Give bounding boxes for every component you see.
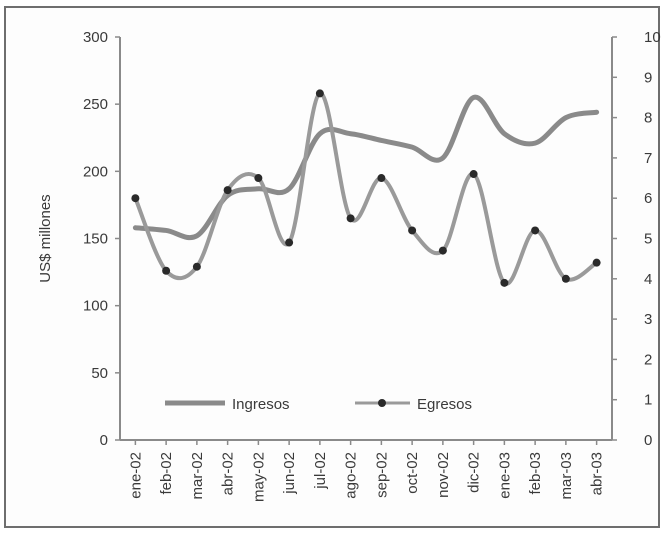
x-tick-label: mar-03 bbox=[558, 452, 575, 500]
series-point-egresos bbox=[377, 174, 386, 183]
y-axis-title: US$ millones bbox=[37, 194, 54, 282]
y2-tick-label: 3 bbox=[644, 311, 652, 328]
x-tick-label: jun-02 bbox=[281, 452, 298, 495]
y2-tick-label: 5 bbox=[644, 231, 652, 248]
y-tick-label: 150 bbox=[83, 231, 108, 248]
chart-series bbox=[131, 89, 601, 287]
y-tick-label: 50 bbox=[91, 365, 108, 382]
x-tick-label: ene-03 bbox=[496, 452, 513, 499]
series-point-egresos bbox=[469, 170, 478, 179]
x-tick-label: dic-02 bbox=[466, 452, 483, 493]
y-tick-label: 200 bbox=[83, 163, 108, 180]
series-point-egresos bbox=[408, 226, 417, 235]
series-point-egresos bbox=[500, 278, 509, 287]
y2-tick-label: 0 bbox=[644, 432, 652, 449]
x-tick-label: jul-02 bbox=[312, 452, 329, 490]
y2-tick-label: 1 bbox=[644, 392, 652, 409]
chart-ticks: 0 50 100 150 200 250 300 0 1 2 3 4 5 6 7 8 9 10 US$ millon… bbox=[37, 29, 661, 502]
y2-tick-label: 9 bbox=[644, 69, 652, 86]
series-point-egresos bbox=[561, 274, 570, 283]
series-point-egresos bbox=[531, 226, 540, 235]
series-line-ingresos bbox=[132, 94, 600, 241]
y-tick-label: 0 bbox=[100, 432, 108, 449]
y-tick-label: 300 bbox=[83, 29, 108, 46]
legend-label-ingresos: Ingresos bbox=[232, 396, 290, 413]
y-tick-label: 250 bbox=[83, 96, 108, 113]
x-tick-label: abr-02 bbox=[220, 452, 237, 495]
y2-tick-label: 7 bbox=[644, 150, 652, 167]
x-tick-label: ene-02 bbox=[127, 452, 144, 499]
series-point-egresos bbox=[162, 266, 171, 275]
y2-tick-label: 4 bbox=[644, 271, 652, 288]
series-point-egresos bbox=[592, 258, 601, 267]
series-point-egresos bbox=[131, 194, 140, 203]
x-tick-label: may-02 bbox=[250, 452, 267, 502]
series-point-egresos bbox=[192, 262, 201, 271]
y2-tick-label: 10 bbox=[644, 29, 661, 46]
chart-legend: Ingresos Egresos bbox=[165, 396, 472, 413]
x-tick-label: ago-02 bbox=[343, 452, 360, 499]
x-tick-label: feb-02 bbox=[158, 452, 175, 495]
series-point-egresos bbox=[285, 238, 294, 247]
series-point-egresos bbox=[315, 89, 324, 98]
x-tick-label: nov-02 bbox=[435, 452, 452, 498]
x-tick-label: sep-02 bbox=[373, 452, 390, 498]
series-point-egresos bbox=[254, 174, 263, 183]
series-point-egresos bbox=[346, 214, 355, 223]
x-tick-label: abr-03 bbox=[589, 452, 606, 495]
legend-marker-egresos bbox=[378, 399, 386, 407]
y-tick-label: 100 bbox=[83, 298, 108, 315]
y2-tick-label: 2 bbox=[644, 351, 652, 368]
y2-tick-label: 6 bbox=[644, 190, 652, 207]
x-tick-label: oct-02 bbox=[404, 452, 421, 494]
y2-tick-label: 8 bbox=[644, 110, 652, 127]
series-point-egresos bbox=[223, 186, 232, 195]
legend-label-egresos: Egresos bbox=[417, 396, 472, 413]
x-tick-label: mar-02 bbox=[189, 452, 206, 500]
series-line-egresos bbox=[133, 91, 599, 286]
x-tick-label: feb-03 bbox=[527, 452, 544, 495]
series-point-egresos bbox=[438, 246, 447, 255]
